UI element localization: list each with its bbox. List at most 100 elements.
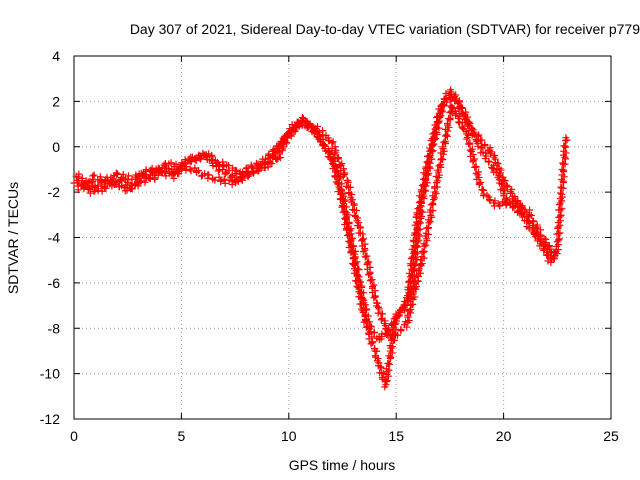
data-point	[433, 183, 441, 191]
data-point	[195, 167, 203, 175]
data-point	[511, 193, 519, 201]
data-point	[560, 160, 568, 168]
data-point	[434, 168, 442, 176]
data-point	[442, 131, 450, 139]
data-point	[128, 185, 136, 193]
data-point	[555, 201, 563, 209]
data-point	[469, 151, 477, 159]
data-point	[422, 241, 430, 249]
data-point	[314, 134, 322, 142]
data-point	[463, 133, 471, 141]
data-point	[100, 184, 108, 192]
data-point	[393, 317, 401, 325]
data-point	[513, 199, 521, 207]
data-point	[557, 211, 565, 219]
data-point	[468, 124, 476, 132]
x-tick-label: 0	[70, 428, 78, 444]
data-point	[347, 236, 355, 244]
data-point	[380, 370, 388, 378]
data-point	[380, 320, 388, 328]
data-point	[456, 113, 464, 121]
data-point	[343, 219, 351, 227]
data-point	[540, 245, 548, 253]
data-point	[363, 305, 371, 313]
data-point	[433, 177, 441, 185]
grid-lines	[74, 56, 611, 419]
data-point	[370, 281, 378, 289]
data-point	[373, 357, 381, 365]
data-point	[496, 202, 504, 210]
data-point	[413, 242, 421, 250]
data-point	[346, 183, 354, 191]
data-point	[419, 208, 427, 216]
data-point	[217, 176, 225, 184]
x-axis-label: GPS time / hours	[289, 457, 396, 473]
data-point	[336, 173, 344, 181]
data-point	[419, 248, 427, 256]
data-point	[361, 253, 369, 261]
data-point	[412, 283, 420, 291]
data-point	[500, 190, 508, 198]
data-point	[489, 165, 497, 173]
data-point	[377, 316, 385, 324]
y-tick-label: 2	[52, 93, 60, 109]
data-point	[425, 230, 433, 238]
data-point	[533, 221, 541, 229]
data-point	[405, 317, 413, 325]
data-point	[408, 300, 416, 308]
data-point	[490, 161, 498, 169]
data-point	[265, 150, 273, 158]
data-point	[529, 218, 537, 226]
data-point	[339, 172, 347, 180]
data-point	[358, 237, 366, 245]
data-point	[437, 102, 445, 110]
data-point	[412, 243, 420, 251]
data-point	[219, 158, 227, 166]
data-point	[550, 248, 558, 256]
data-point	[365, 271, 373, 279]
data-point	[361, 246, 369, 254]
data-point	[158, 169, 166, 177]
data-point	[503, 181, 511, 189]
data-point	[424, 169, 432, 177]
data-point	[430, 196, 438, 204]
data-point	[350, 200, 358, 208]
data-point	[418, 181, 426, 189]
data-point	[74, 186, 82, 194]
data-point	[439, 108, 447, 116]
data-point	[558, 205, 566, 213]
data-point	[411, 293, 419, 301]
x-tick-label: 10	[281, 428, 297, 444]
data-point	[281, 133, 289, 141]
data-point	[256, 161, 264, 169]
data-point	[475, 180, 483, 188]
data-point	[465, 140, 473, 148]
data-point	[556, 229, 564, 237]
data-point	[123, 186, 131, 194]
data-point	[384, 359, 392, 367]
data-point	[425, 163, 433, 171]
data-point	[112, 169, 120, 177]
data-point	[238, 170, 246, 178]
data-point	[220, 175, 228, 183]
data-point	[78, 174, 86, 182]
data-point	[518, 202, 526, 210]
data-point	[517, 201, 525, 209]
data-point	[292, 122, 300, 130]
data-point	[462, 128, 470, 136]
data-point	[161, 167, 169, 175]
data-point	[444, 127, 452, 135]
data-point	[431, 134, 439, 142]
data-point	[411, 284, 419, 292]
data-point	[536, 232, 544, 240]
data-point	[473, 137, 481, 145]
data-point	[347, 194, 355, 202]
data-point	[340, 171, 348, 179]
data-point	[404, 313, 412, 321]
data-point	[415, 218, 423, 226]
data-point	[560, 173, 568, 181]
data-point	[416, 225, 424, 233]
data-point	[482, 152, 490, 160]
data-point	[373, 347, 381, 355]
